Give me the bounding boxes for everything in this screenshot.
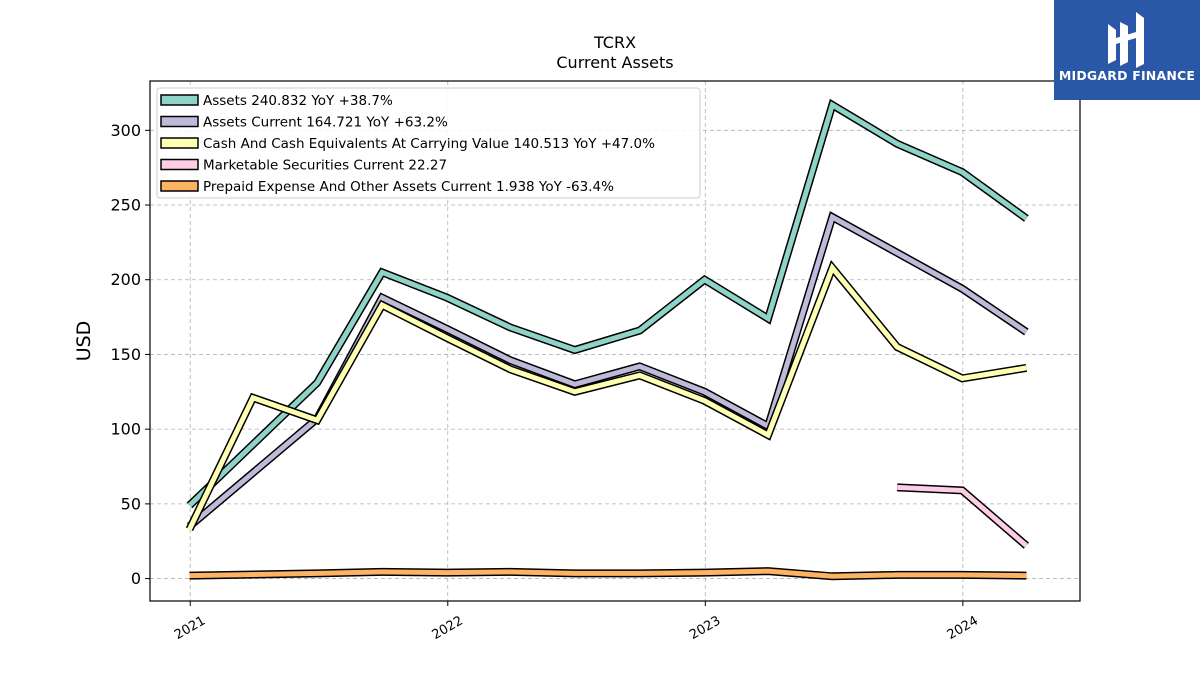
legend-entry: Assets 240.832 YoY +38.7% — [203, 93, 393, 109]
series-0 — [186, 98, 1029, 509]
midgard-logo-mark-icon — [1108, 12, 1144, 68]
series-line — [187, 213, 1028, 529]
chart-title: TCRX — [593, 33, 636, 52]
x-tick-label: 2023 — [687, 613, 723, 643]
x-tick-label: 2022 — [430, 613, 466, 643]
x-tick-label: 2021 — [172, 613, 208, 643]
legend-swatch — [160, 137, 199, 149]
legend-box — [156, 87, 701, 199]
legend-swatch — [160, 115, 199, 128]
midgard-finance-logo: MIDGARD FINANCE — [1054, 0, 1200, 100]
legend-entry: Assets Current 164.721 YoY +63.2% — [203, 115, 448, 131]
legend-swatch — [160, 94, 199, 106]
series-line — [187, 262, 1027, 531]
legend-swatch — [160, 158, 199, 171]
chart-subtitle: Current Assets — [556, 53, 673, 72]
logo-text: MIDGARD FINANCE — [1058, 68, 1196, 83]
plot-frame — [149, 80, 1081, 602]
legend-entry: Prepaid Expense And Other Assets Current… — [203, 179, 614, 195]
series-1 — [186, 211, 1029, 530]
y-tick-label: 300 — [110, 121, 141, 140]
legend: Assets 240.832 YoY +38.7% Assets Current … — [156, 87, 701, 199]
y-tick-label: 0 — [131, 569, 141, 588]
series-line-outline — [186, 211, 1029, 530]
legend-entry: Cash And Cash Equivalents At Carrying Va… — [203, 136, 655, 152]
y-tick-label: 100 — [110, 420, 141, 439]
y-tick-label: 250 — [110, 196, 141, 215]
series-line-outline — [897, 483, 1030, 549]
series-lines — [185, 98, 1030, 581]
legend-swatch — [160, 180, 199, 192]
x-tick-label: 2024 — [945, 613, 981, 643]
series-3 — [897, 483, 1030, 549]
y-tick-label: 150 — [110, 345, 141, 364]
series-line — [897, 484, 1029, 548]
series-line — [187, 101, 1028, 508]
y-tick-label: 200 — [110, 270, 141, 289]
series-2 — [185, 259, 1028, 532]
y-tick-label: 50 — [121, 494, 141, 513]
legend-entry: Marketable Securities Current 22.27 — [203, 158, 447, 174]
y-axis-label: USD — [73, 321, 95, 362]
series-line — [189, 568, 1027, 579]
series-4 — [189, 567, 1027, 581]
